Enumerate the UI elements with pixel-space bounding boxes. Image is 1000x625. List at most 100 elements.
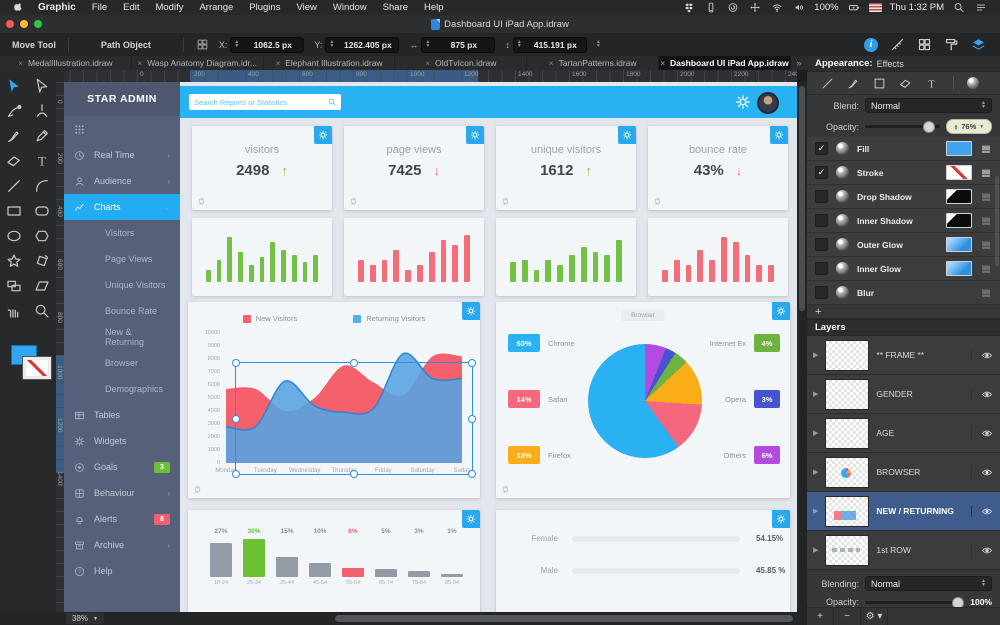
effect-color-swatch[interactable] [946,213,972,228]
zoom-control[interactable]: 38% ▼ [66,613,104,624]
document-tab-4[interactable]: × TartanPatterns.idraw [527,56,660,70]
effect-checkbox[interactable] [815,238,828,251]
menu-item-file[interactable]: File [91,2,108,13]
card-refresh-icon[interactable] [501,485,510,494]
effect-color-swatch[interactable] [946,237,972,252]
disclosure-triangle-icon[interactable]: ▶ [813,508,819,515]
volume-icon[interactable] [792,2,806,13]
menu-clock[interactable]: Thu 1:32 PM [889,2,944,13]
card-settings-icon[interactable] [462,510,480,528]
polygon-tool[interactable] [33,228,51,244]
layer-visibility-eye-icon[interactable] [971,349,994,361]
effect-color-swatch[interactable] [946,141,972,156]
star-tool[interactable] [5,253,23,269]
document-tab-0[interactable]: × MedalIllustration.idraw [0,56,132,70]
brush-style-icon[interactable] [847,77,860,90]
disclosure-triangle-icon[interactable]: ▶ [813,352,819,359]
menu-item-help[interactable]: Help [424,2,444,13]
document-tab-2[interactable]: × Elephant Illustration.idraw [264,56,396,70]
measure-button[interactable] [890,37,905,52]
remove-layer-button[interactable]: − [834,608,861,625]
menu-item-window[interactable]: Window [332,2,367,13]
close-window-button[interactable] [6,20,14,28]
canvas-horizontal-scrollbar[interactable] [335,615,793,622]
pie-chart[interactable] [588,344,702,458]
disclosure-triangle-icon[interactable]: ▶ [813,391,819,398]
rounded-rect-tool[interactable] [33,203,51,219]
line-tool[interactable] [5,178,23,194]
card-settings-icon[interactable] [772,510,790,528]
layer-row-5[interactable]: ▶ 1st ROW [807,531,1000,570]
document-tab-5[interactable]: × Dashboard UI iPad App.idraw [659,56,791,70]
anchor-tool[interactable] [33,103,51,119]
transform-field-input[interactable]: ▲ ▼ 875 px [421,36,496,53]
zoom-window-button[interactable] [34,20,42,28]
layer-row-4[interactable]: ▶ NEW / RETURNING [807,492,1000,531]
hand-tool[interactable] [5,303,23,319]
layer-opacity-slider[interactable] [865,596,965,609]
menu-item-modify[interactable]: Modify [155,2,184,13]
move-status-icon[interactable] [748,2,762,13]
canvas-vertical-scrollbar[interactable] [797,82,807,612]
layer-row-2[interactable]: ▶ AGE [807,414,1000,453]
rectangle-tool[interactable] [5,203,23,219]
card-refresh-icon[interactable] [653,197,662,206]
add-effect-button[interactable]: + [807,305,1000,319]
spotlight-icon[interactable] [952,2,966,13]
menu-item-arrange[interactable]: Arrange [199,2,234,13]
field-stepper[interactable]: ▲ ▼ [425,39,431,49]
effect-menu-icon[interactable]: ▬ ▬ ▬ [982,164,990,179]
rotate-tool[interactable] [33,253,51,269]
area-chart-plot[interactable] [226,333,462,463]
document-tab-3[interactable]: × OldTvIcon.idraw [395,56,528,70]
tab-close-icon[interactable]: × [660,58,666,68]
card-refresh-icon[interactable] [349,197,358,206]
tab-close-icon[interactable]: × [425,58,431,68]
effects-style-icon[interactable] [967,76,980,90]
add-layer-button[interactable]: + [807,608,834,625]
grid-view-button[interactable] [917,37,932,52]
document-tab-1[interactable]: × Wasp Anatomy Diagram.idr... [132,56,264,70]
menu-app[interactable]: Graphic [38,2,76,13]
menu-item-view[interactable]: View [296,2,317,13]
device-icon[interactable] [704,2,718,13]
layer-visibility-eye-icon[interactable] [971,388,994,400]
effect-checkbox[interactable] [815,286,828,299]
transform-field-input[interactable]: ▲ ▼ 1062.5 px [230,36,305,53]
info-button[interactable]: i [864,37,878,52]
ellipse-tool[interactable] [5,228,23,244]
opacity-slider[interactable] [865,121,940,133]
card-settings-icon[interactable] [772,302,790,320]
tab-close-icon[interactable]: × [137,58,143,68]
effect-checkbox[interactable]: ✓ [815,166,828,179]
layer-options-button[interactable]: ⚙ ▾ [861,608,888,625]
tab-overflow-icon[interactable]: » [796,58,802,68]
card-settings-icon[interactable] [466,126,484,144]
field-stepper[interactable]: ▲ ▼ [234,39,240,49]
text-tool[interactable]: T [33,153,51,169]
effect-checkbox[interactable] [815,214,828,227]
layer-row-0[interactable]: ▶ ** FRAME ** [807,336,1000,375]
menu-item-edit[interactable]: Edit [123,2,140,13]
field-stepper[interactable]: ▲ ▼ [516,39,522,49]
stroke-style-icon[interactable] [821,77,834,90]
arc-tool[interactable] [33,178,51,194]
effect-checkbox[interactable] [815,190,828,203]
card-settings-icon[interactable] [618,126,636,144]
effect-checkbox[interactable] [815,262,828,275]
effect-menu-icon[interactable]: ▬ ▬ ▬ [982,188,990,203]
eraser-tool[interactable] [5,153,23,169]
tab-close-icon[interactable]: × [275,58,281,68]
effect-color-swatch[interactable] [946,189,972,204]
effect-menu-icon[interactable]: ▬ ▬ ▬ [982,284,990,299]
tab-close-icon[interactable]: × [18,58,23,68]
menu-item-plugins[interactable]: Plugins [249,2,281,13]
effect-color-swatch[interactable] [946,261,972,276]
text-style-icon[interactable]: T [925,77,938,90]
layer-row-3[interactable]: ▶ BROWSER [807,453,1000,492]
pen-tool[interactable] [5,103,23,119]
transform-field-input[interactable]: ▲ ▼ 1262.405 px [325,36,400,53]
card-refresh-icon[interactable] [193,485,202,494]
card-refresh-icon[interactable] [501,197,510,206]
zoom-tool[interactable] [33,303,51,319]
